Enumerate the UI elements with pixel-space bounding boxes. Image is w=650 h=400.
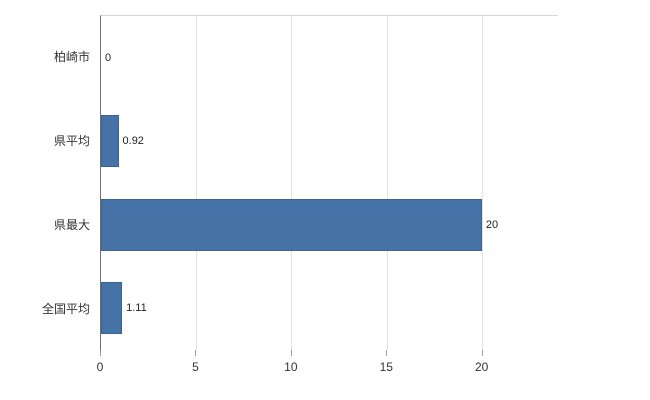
category-label: 柏崎市	[53, 50, 90, 65]
category-label: 県最大	[53, 217, 90, 232]
bar-value-label: 20	[485, 218, 499, 231]
x-tick-mark	[195, 350, 197, 356]
x-tick-label: 20	[474, 360, 489, 374]
bar-row: 0	[101, 16, 558, 100]
bar-value-label: 0	[105, 51, 112, 64]
gridline	[386, 16, 388, 350]
gridline	[481, 16, 483, 350]
x-tick-mark	[481, 350, 483, 356]
x-tick-label: 10	[284, 360, 298, 374]
x-tick-mark	[386, 350, 388, 356]
x-tick-mark	[100, 350, 101, 356]
category-axis: 柏崎市県平均県最大全国平均	[0, 15, 97, 350]
x-tick-label: 15	[379, 360, 393, 374]
bar-value-label: 0.92	[122, 135, 144, 148]
bar-row: 1.11	[101, 267, 558, 351]
x-tick-label: 5	[192, 360, 199, 374]
x-tick-label: 0	[96, 360, 104, 374]
bar-県最大	[101, 198, 482, 251]
category-label: 全国平均	[41, 301, 90, 316]
bar-県平均	[101, 115, 119, 168]
category-label: 県平均	[53, 134, 90, 149]
plot-area: 0 0.92 20 1.11	[100, 15, 558, 350]
gridline	[196, 16, 198, 350]
bar-全国平均	[101, 282, 123, 335]
gridline	[291, 16, 293, 350]
bar-series: 0 0.92 20 1.11	[101, 16, 558, 350]
bar-row: 20	[101, 183, 558, 267]
bar-value-label: 1.11	[126, 302, 147, 315]
x-tick-mark	[290, 350, 292, 356]
bar-row: 0.92	[101, 100, 558, 184]
